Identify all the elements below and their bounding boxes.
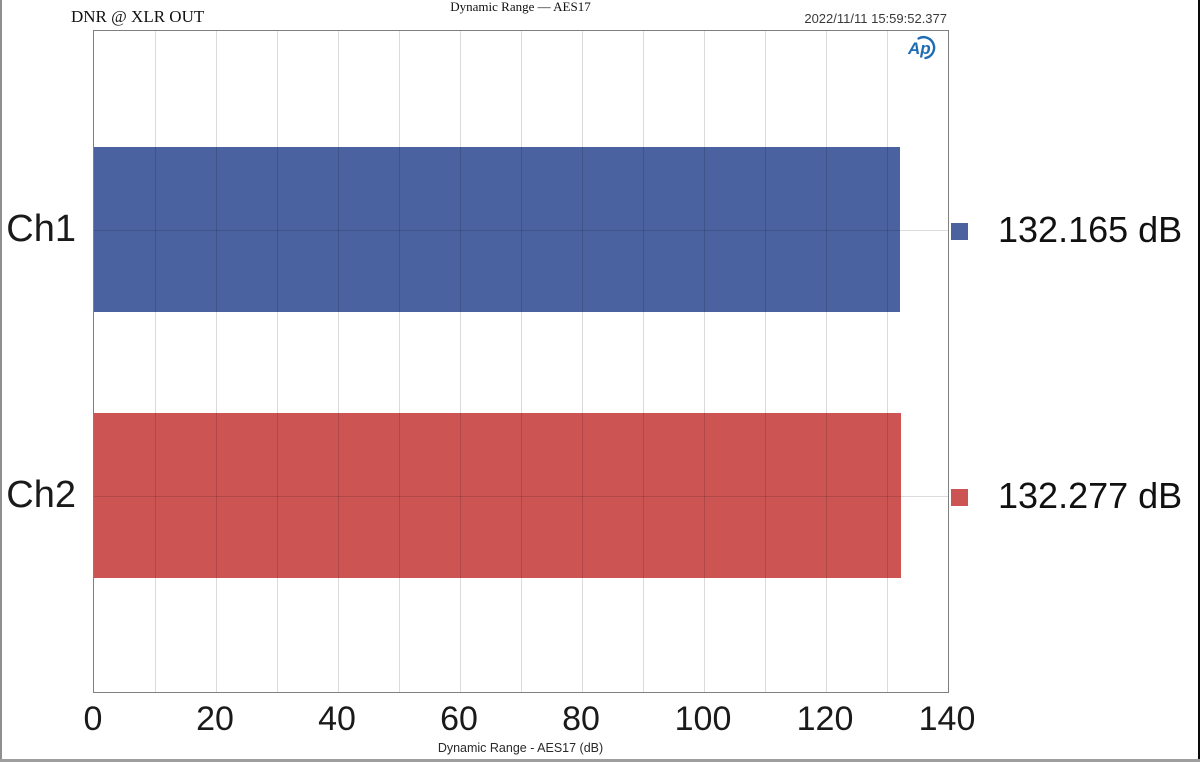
window-border-right (1198, 0, 1200, 762)
gridline-vertical (460, 31, 461, 692)
x-tick-label-20: 20 (196, 700, 234, 738)
svg-text:Ap: Ap (907, 39, 931, 58)
legend-marker-ch1 (951, 222, 968, 240)
audio-precision-logo-icon: Ap (907, 35, 936, 60)
gridline-horizontal (94, 495, 948, 497)
bar-ch1[interactable] (94, 147, 901, 312)
category-label-ch1: Ch1 (6, 207, 76, 250)
timestamp: 2022/11/11 15:59:52.377 (804, 11, 947, 26)
gridline-vertical (521, 31, 522, 692)
x-tick-label-40: 40 (318, 700, 356, 738)
x-tick-label-120: 120 (796, 700, 854, 738)
gridline-vertical (704, 31, 705, 692)
gridline-vertical (643, 31, 644, 692)
gridline-vertical (155, 31, 156, 692)
gridline-horizontal (94, 229, 948, 231)
plot-area: Ap (93, 30, 949, 693)
x-tick-label-100: 100 (674, 700, 732, 738)
readout-value-ch2: 132.277 dB (998, 474, 1183, 516)
gridline-vertical (216, 31, 217, 692)
annotation-label: DNR @ XLR OUT (71, 7, 205, 26)
x-tick-label-80: 80 (562, 700, 600, 738)
x-tick-label-60: 60 (440, 700, 478, 738)
gridline-vertical (399, 31, 400, 692)
gridline-vertical (765, 31, 766, 692)
bar-ch2[interactable] (94, 413, 901, 578)
window-border-left (0, 0, 2, 762)
category-label-ch2: Ch2 (6, 473, 76, 516)
gridline-vertical (277, 31, 278, 692)
chart-title: Dynamic Range — AES17 (450, 0, 591, 14)
readout-value-ch1: 132.165 dB (998, 208, 1183, 250)
x-axis-label: Dynamic Range - AES17 (dB) (437, 741, 604, 755)
legend-marker-ch2 (951, 488, 968, 506)
x-tick-label-140: 140 (918, 700, 976, 738)
gridline-vertical (582, 31, 583, 692)
gridline-vertical (338, 31, 339, 692)
gridline-vertical (887, 31, 888, 692)
gridline-vertical (826, 31, 827, 692)
x-tick-label-0: 0 (83, 700, 103, 738)
window-border-bottom (0, 759, 1200, 762)
